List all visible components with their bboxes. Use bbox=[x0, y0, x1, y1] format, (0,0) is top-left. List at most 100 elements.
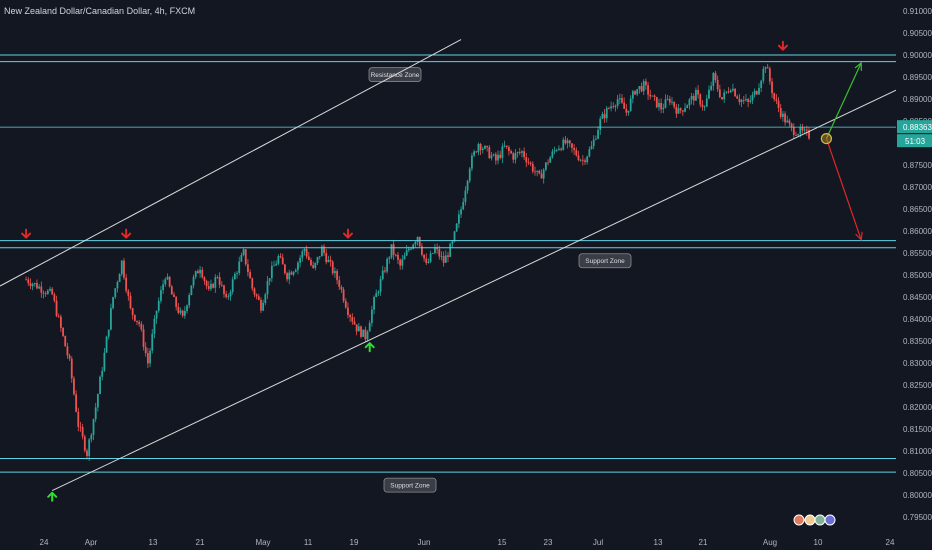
candle-body bbox=[775, 99, 778, 101]
candle-body bbox=[747, 99, 750, 102]
candle-body bbox=[551, 151, 554, 158]
event-icon[interactable] bbox=[814, 514, 826, 526]
candle-body bbox=[723, 92, 726, 100]
candle-body bbox=[96, 394, 99, 408]
candle-body bbox=[716, 79, 719, 90]
event-icon[interactable] bbox=[824, 514, 836, 526]
candle-body bbox=[427, 261, 430, 263]
signal-arrow-down[interactable] bbox=[21, 228, 32, 239]
signal-arrow-up[interactable] bbox=[47, 491, 58, 502]
y-tick-label: 0.82500 bbox=[903, 381, 932, 390]
candle-body bbox=[186, 305, 188, 312]
candle-body bbox=[490, 155, 493, 159]
candle-body bbox=[518, 152, 521, 153]
candle-body bbox=[73, 378, 75, 395]
candle-body bbox=[588, 149, 591, 157]
candle-body bbox=[797, 134, 800, 136]
candle-body bbox=[753, 90, 756, 95]
candle-body bbox=[373, 297, 375, 310]
candle-body bbox=[197, 271, 199, 274]
signal-arrow-down[interactable] bbox=[121, 228, 132, 239]
candle-body bbox=[81, 427, 84, 437]
candle-body bbox=[190, 285, 193, 296]
candle-body bbox=[773, 93, 776, 100]
candle-body bbox=[803, 129, 806, 131]
candle-body bbox=[301, 251, 304, 258]
signal-arrow-down[interactable] bbox=[342, 228, 353, 239]
candle-body bbox=[244, 249, 247, 265]
candle-body bbox=[512, 153, 515, 160]
projection-arrow-up[interactable] bbox=[825, 62, 862, 139]
candle-body bbox=[268, 278, 271, 282]
candle-body bbox=[201, 269, 204, 278]
candle-body bbox=[531, 163, 534, 172]
candle-body bbox=[142, 329, 145, 347]
candle-body bbox=[466, 180, 469, 191]
candle-body bbox=[468, 168, 471, 181]
candle-body bbox=[536, 170, 539, 172]
trendline[interactable] bbox=[0, 39, 462, 287]
event-icon[interactable] bbox=[804, 514, 816, 526]
candle-body bbox=[260, 299, 262, 311]
candle-body bbox=[33, 283, 36, 285]
candle-body bbox=[751, 94, 754, 101]
candle-body bbox=[653, 95, 656, 97]
signal-arrow-down[interactable] bbox=[777, 40, 788, 51]
candle-body bbox=[547, 162, 549, 164]
candle-body bbox=[275, 263, 278, 266]
candles-layer bbox=[25, 63, 810, 462]
candle-body bbox=[440, 256, 443, 257]
candle-body bbox=[166, 276, 169, 280]
candle-body bbox=[394, 254, 397, 256]
candle-body bbox=[316, 257, 319, 263]
candle-body bbox=[645, 81, 647, 86]
candle-body bbox=[421, 246, 423, 255]
candle-body bbox=[331, 261, 334, 274]
trendline[interactable] bbox=[51, 89, 897, 492]
pivot-circle[interactable] bbox=[820, 133, 833, 145]
y-tick-label: 0.86500 bbox=[903, 205, 932, 214]
event-icon[interactable] bbox=[793, 514, 805, 526]
candle-body bbox=[681, 110, 684, 112]
candle-body bbox=[238, 261, 241, 273]
y-tick-label: 0.79500 bbox=[903, 513, 932, 522]
candle-body bbox=[457, 214, 460, 224]
candle-body bbox=[351, 317, 354, 322]
candle-body bbox=[370, 309, 373, 323]
candle-body bbox=[290, 272, 293, 275]
y-tick-label: 0.90000 bbox=[903, 51, 932, 60]
projection-arrow-down[interactable] bbox=[825, 138, 862, 240]
candle-body bbox=[577, 155, 580, 161]
candle-body bbox=[755, 90, 758, 95]
candle-body bbox=[160, 290, 162, 301]
candle-body bbox=[516, 152, 519, 154]
candle-body bbox=[442, 256, 445, 263]
candle-body bbox=[664, 99, 667, 108]
candle-body bbox=[786, 120, 789, 123]
x-tick-label: 21 bbox=[699, 538, 708, 547]
candle-body bbox=[25, 279, 27, 281]
candle-body bbox=[703, 106, 706, 108]
y-tick-label: 0.89000 bbox=[903, 95, 932, 104]
candle-body bbox=[218, 277, 221, 285]
x-tick-label: 21 bbox=[196, 538, 205, 547]
chart-title: New Zealand Dollar/Canadian Dollar, 4h, … bbox=[4, 6, 196, 16]
candle-body bbox=[673, 101, 676, 107]
signal-arrow-up[interactable] bbox=[364, 342, 375, 353]
candle-body bbox=[805, 129, 808, 131]
candle-body bbox=[407, 248, 410, 251]
candle-body bbox=[614, 105, 617, 107]
candle-body bbox=[564, 139, 567, 144]
candle-body bbox=[492, 154, 495, 156]
candle-body bbox=[736, 96, 739, 99]
candle-body bbox=[599, 118, 602, 130]
candle-body bbox=[283, 264, 286, 274]
candle-body bbox=[199, 269, 201, 274]
candle-body bbox=[449, 243, 452, 257]
candle-body bbox=[538, 170, 541, 174]
candle-body bbox=[668, 98, 671, 103]
candle-body bbox=[203, 277, 206, 281]
y-tick-label: 0.83000 bbox=[903, 359, 932, 368]
y-tick-label: 0.80000 bbox=[903, 491, 932, 500]
